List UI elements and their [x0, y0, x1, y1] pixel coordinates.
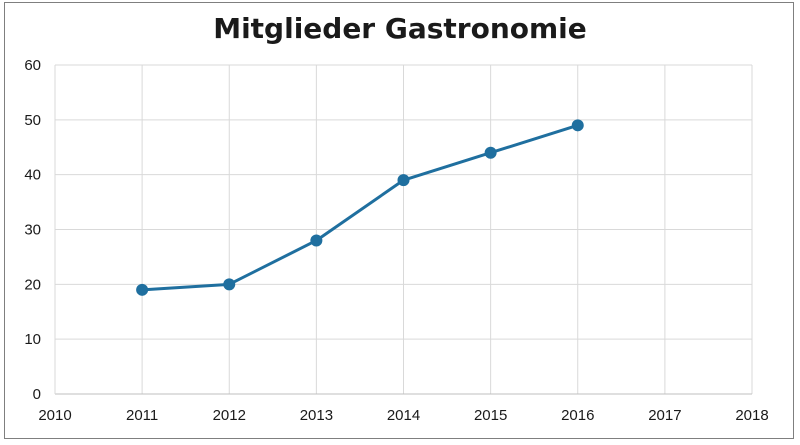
axes [54, 65, 752, 395]
y-tick-label: 0 [33, 386, 41, 403]
series-layer [136, 119, 584, 296]
x-tick-label: 2015 [474, 407, 507, 424]
y-tick-label: 40 [24, 167, 41, 184]
data-point [310, 234, 323, 247]
y-tick-label: 50 [24, 112, 41, 129]
x-tick-label: 2011 [126, 407, 158, 424]
data-point [136, 283, 149, 296]
data-point [223, 278, 236, 291]
y-tick-label: 20 [24, 276, 41, 293]
tick-labels: 0 10 20 30 40 50 60 2010 2011 2012 2013 2014 2015 201… [24, 57, 768, 424]
data-point [484, 146, 497, 159]
y-tick-label: 10 [24, 331, 41, 348]
x-tick-label: 2012 [213, 407, 246, 424]
x-tick-label: 2013 [300, 407, 333, 424]
chart-frame [4, 2, 794, 439]
data-point [571, 119, 584, 132]
x-tick-label: 2016 [561, 407, 594, 424]
y-tick-label: 60 [24, 57, 41, 74]
grid-lines [55, 64, 753, 394]
x-tick-label: 2017 [648, 407, 681, 424]
x-tick-label: 2010 [38, 407, 71, 424]
data-point [397, 174, 410, 187]
x-tick-label: 2018 [735, 407, 768, 424]
series-line [140, 123, 580, 292]
y-tick-label: 30 [24, 222, 41, 239]
chart-title: Mitglieder Gastronomie [213, 12, 587, 45]
x-tick-label: 2014 [387, 407, 420, 424]
